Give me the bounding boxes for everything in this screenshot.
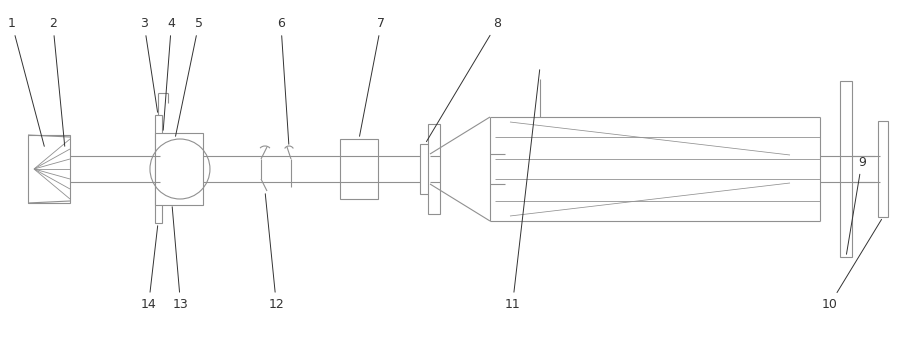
Text: 14: 14 [140, 226, 158, 311]
Text: 11: 11 [504, 70, 539, 311]
Bar [155, 133, 203, 205]
Text: 2: 2 [49, 17, 65, 146]
Bar [420, 144, 429, 194]
Text: 3: 3 [140, 17, 158, 112]
Bar [28, 135, 70, 203]
Text: 1: 1 [8, 17, 45, 146]
Text: 7: 7 [359, 17, 384, 136]
Text: 10: 10 [821, 219, 881, 311]
Text: 5: 5 [175, 17, 202, 136]
Bar [839, 81, 851, 257]
Bar [155, 115, 162, 223]
Text: 6: 6 [277, 17, 289, 144]
Bar [340, 139, 377, 199]
Text: 8: 8 [426, 17, 500, 142]
Text: 9: 9 [845, 156, 865, 254]
Bar [427, 124, 439, 214]
Bar [877, 121, 887, 217]
Text: 13: 13 [172, 207, 189, 311]
Text: 4: 4 [163, 17, 175, 130]
Text: 12: 12 [265, 194, 284, 311]
